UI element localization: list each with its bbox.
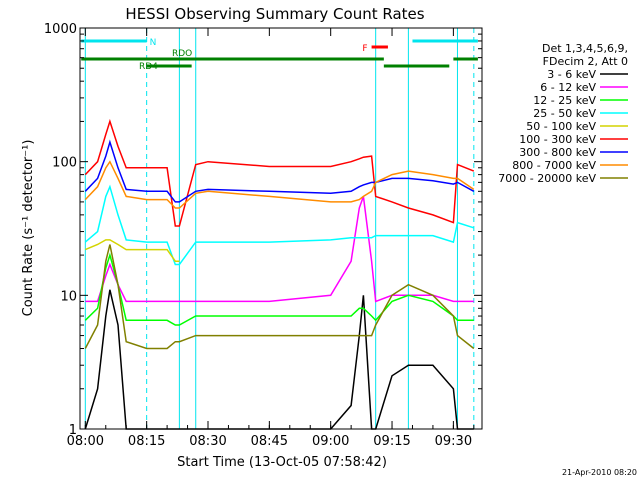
legend-label-8: 7000 - 20000 keV (498, 172, 596, 185)
flag-rd4-label: RD4 (139, 62, 158, 72)
legend-label-1: 6 - 12 keV (540, 81, 596, 94)
x-tick-label-3: 08:45 (251, 434, 288, 449)
flag-f-label: F (362, 44, 367, 54)
plot-frame (79, 27, 483, 430)
legend-label-5: 100 - 300 keV (519, 133, 596, 146)
legend-label-7: 800 - 7000 keV (512, 159, 596, 172)
x-tick-label-1: 08:15 (128, 434, 165, 449)
legend-label-6: 300 - 800 keV (519, 146, 596, 159)
series-line-4 (85, 239, 180, 262)
series-line-8 (84, 244, 475, 350)
y-tick-label-1: 10 (60, 289, 77, 304)
flag-rdo-label: RDO (172, 49, 192, 59)
chart-title: HESSI Observing Summary Count Rates (125, 5, 424, 23)
series-line-3 (84, 184, 475, 266)
series-line-5 (84, 118, 475, 227)
legend-header-0: Det 1,3,4,5,6,9, (542, 42, 628, 55)
x-tick-label-6: 09:30 (435, 434, 472, 449)
series-line-7 (84, 160, 475, 209)
x-tick-label-5: 09:15 (373, 434, 410, 449)
legend-header-1: FDecim 2, Att 0 (543, 55, 628, 68)
legend-label-3: 25 - 50 keV (533, 107, 596, 120)
x-tick-label-2: 08:30 (189, 434, 226, 449)
flag-n-label: N (150, 38, 157, 48)
series-line-0 (84, 289, 474, 430)
legend-label-2: 12 - 25 keV (533, 94, 596, 107)
y-axis-label: Count Rate (s⁻¹ detector⁻¹) (21, 140, 36, 317)
y-tick-label-0: 1 (69, 423, 77, 438)
legend-label-0: 3 - 6 keV (547, 68, 596, 81)
x-tick-label-4: 09:00 (312, 434, 349, 449)
series-line-2 (84, 252, 474, 326)
y-tick-label-2: 100 (52, 156, 77, 171)
legend-label-4: 50 - 100 keV (526, 120, 596, 133)
x-tick-label-0: 08:00 (67, 434, 104, 449)
x-axis-label: Start Time (13-Oct-05 07:58:42) (177, 455, 387, 470)
timestamp: 21-Apr-2010 08:20 (562, 468, 637, 477)
series-line-6 (84, 139, 475, 203)
y-tick-label-3: 1000 (44, 22, 77, 37)
